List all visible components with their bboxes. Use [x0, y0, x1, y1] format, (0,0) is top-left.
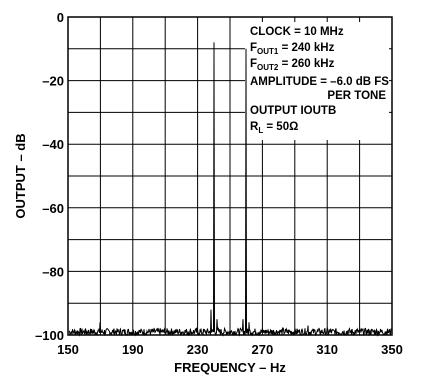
annotation-fout1-main: F — [250, 42, 257, 54]
y-tick-label: –100 — [35, 328, 64, 343]
annotation-clock: CLOCK = 10 MHz — [250, 26, 344, 38]
y-tick-label: –20 — [42, 74, 64, 89]
annotation-fout1-sub: OUT1 — [257, 47, 279, 56]
x-tick-label: 190 — [122, 342, 144, 357]
annotation-fout1: FOUT1 = 240 kHz — [250, 42, 335, 56]
x-tick-label: 270 — [252, 342, 274, 357]
annotation-fout1-rest: = 240 kHz — [278, 42, 334, 54]
plot-frame — [67, 16, 393, 336]
annotation-load: RL = 50Ω — [250, 121, 298, 135]
annotation-load-sub: L — [258, 126, 263, 135]
y-axis-label: OUTPUT – dB — [13, 133, 28, 218]
x-tick-label: 230 — [187, 342, 209, 357]
annotation-load-main: R — [250, 121, 259, 133]
annotation-fout2-rest: = 260 kHz — [278, 58, 334, 70]
annotation-per-tone: PER TONE — [327, 90, 386, 102]
x-tick-label: 150 — [57, 342, 79, 357]
y-tick-label: –60 — [42, 201, 64, 216]
annotation-fout2: FOUT2 = 260 kHz — [250, 58, 335, 72]
x-axis-label: FREQUENCY – Hz — [174, 360, 286, 375]
annotation-fout2-main: F — [250, 58, 257, 70]
y-tick-label: –80 — [42, 264, 64, 279]
annotation-fout2-sub: OUT2 — [257, 63, 279, 72]
x-tick-label: 310 — [316, 342, 338, 357]
x-tick-labels: 150 190 230 270 310 350 — [57, 342, 403, 357]
y-tick-labels: 0 –20 –40 –60 –80 –100 — [35, 10, 64, 343]
y-tick-label: 0 — [57, 10, 64, 25]
y-tick-label: –40 — [42, 137, 64, 152]
spectrum-trace — [68, 42, 392, 337]
annotation-output: OUTPUT IOUTB — [250, 105, 336, 117]
annotation-amplitude: AMPLITUDE = –6.0 dB FS — [250, 76, 389, 88]
x-tick-label: 350 — [381, 342, 403, 357]
annotation-load-rest: = 50Ω — [263, 121, 298, 133]
annotation-background — [245, 22, 389, 140]
